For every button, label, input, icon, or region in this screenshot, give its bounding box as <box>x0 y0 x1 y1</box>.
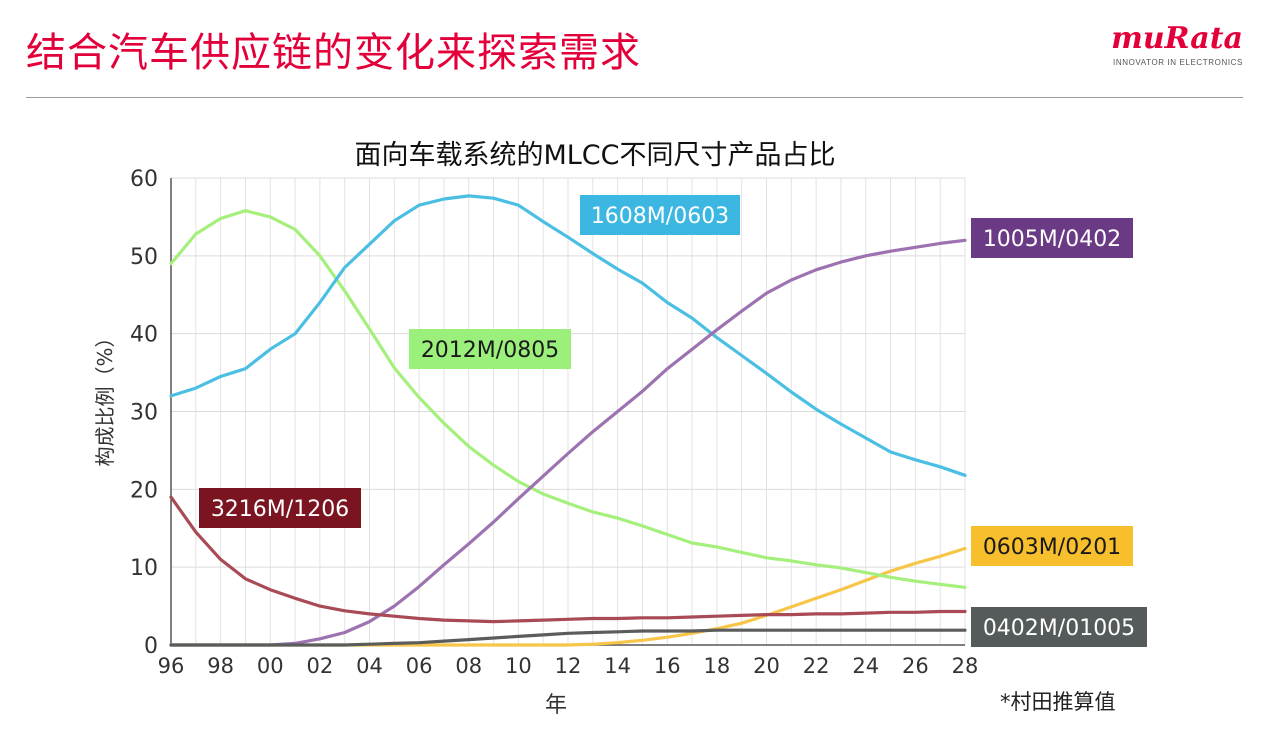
chart-series <box>169 194 967 647</box>
slide-title: 结合汽车供应链的变化来探索需求 <box>26 30 641 76</box>
y-tick-label: 50 <box>130 245 158 270</box>
series-line-0402M-01005 <box>169 628 967 647</box>
series-label-box-1608M-0603 <box>580 195 740 235</box>
x-tick-label: 12 <box>555 654 582 678</box>
x-tick-label: 06 <box>406 654 433 678</box>
y-tick-label: 0 <box>144 634 158 659</box>
series-label-0402M-01005: 0402M/01005 <box>983 616 1135 641</box>
x-tick-label: 98 <box>207 654 234 678</box>
x-tick-label: 08 <box>455 654 482 678</box>
x-tick-label: 26 <box>902 654 929 678</box>
y-tick-label: 60 <box>130 167 158 192</box>
series-label-2012M-0805: 2012M/0805 <box>421 338 559 363</box>
y-tick-label: 40 <box>130 323 158 348</box>
series-label-box-3216M-1206 <box>199 488 361 528</box>
series-label-3216M-1206: 3216M/1206 <box>211 497 349 522</box>
series-label-box-0603M-0201 <box>971 526 1133 566</box>
x-tick-label: 24 <box>852 654 879 678</box>
x-tick-label: 22 <box>803 654 830 678</box>
series-label-box-0402M-01005 <box>971 607 1147 647</box>
x-axis-label: 年 <box>545 693 567 718</box>
x-tick-label: 18 <box>704 654 731 678</box>
logo-tagline: INNOVATOR IN ELECTRONICS <box>1113 58 1243 67</box>
y-axis-label: 构成比例（%） <box>93 327 117 466</box>
series-label-box-2012M-0805 <box>409 329 571 369</box>
x-tick-label: 96 <box>158 654 185 678</box>
y-tick-label: 10 <box>130 556 158 581</box>
series-line-3216M-1206 <box>169 495 967 624</box>
chart-axes: 0 10 20 30 40 50 60 96 98 00 02 04 06 08 10 12 14 16 18 20 2… <box>130 167 978 678</box>
series-label-1608M-0603: 1608M/0603 <box>591 204 729 229</box>
series-label-box-1005M-0402 <box>971 218 1133 258</box>
x-tick-label: 02 <box>307 654 334 678</box>
x-tick-label: 00 <box>257 654 284 678</box>
x-tick-label: 04 <box>356 654 383 678</box>
series-label-1005M-0402: 1005M/0402 <box>983 227 1121 252</box>
x-tick-label: 20 <box>753 654 780 678</box>
logo-wordmark: muRata <box>1111 21 1243 56</box>
x-tick-label: 14 <box>604 654 631 678</box>
chart-title: 面向车载系统的MLCC不同尺寸产品占比 <box>354 140 835 171</box>
y-tick-label: 20 <box>130 478 158 503</box>
x-tick-label: 16 <box>654 654 681 678</box>
chart-series-labels: 1608M/0603 1005M/0402 2012M/0805 3216M/1206… <box>199 195 1147 647</box>
series-line-1608M-0603 <box>169 194 967 477</box>
footnote: *村田推算值 <box>1000 690 1116 714</box>
series-label-0603M-0201: 0603M/0201 <box>983 535 1121 560</box>
series-line-2012M-0805 <box>169 209 967 590</box>
y-tick-label: 30 <box>130 401 158 426</box>
murata-logo: muRata INNOVATOR IN ELECTRONICS <box>1103 21 1243 68</box>
header-divider <box>26 97 1243 98</box>
x-tick-label: 28 <box>952 654 979 678</box>
chart-grid <box>170 177 966 646</box>
x-tick-label: 10 <box>505 654 532 678</box>
series-line-1005M-0402 <box>169 238 967 647</box>
